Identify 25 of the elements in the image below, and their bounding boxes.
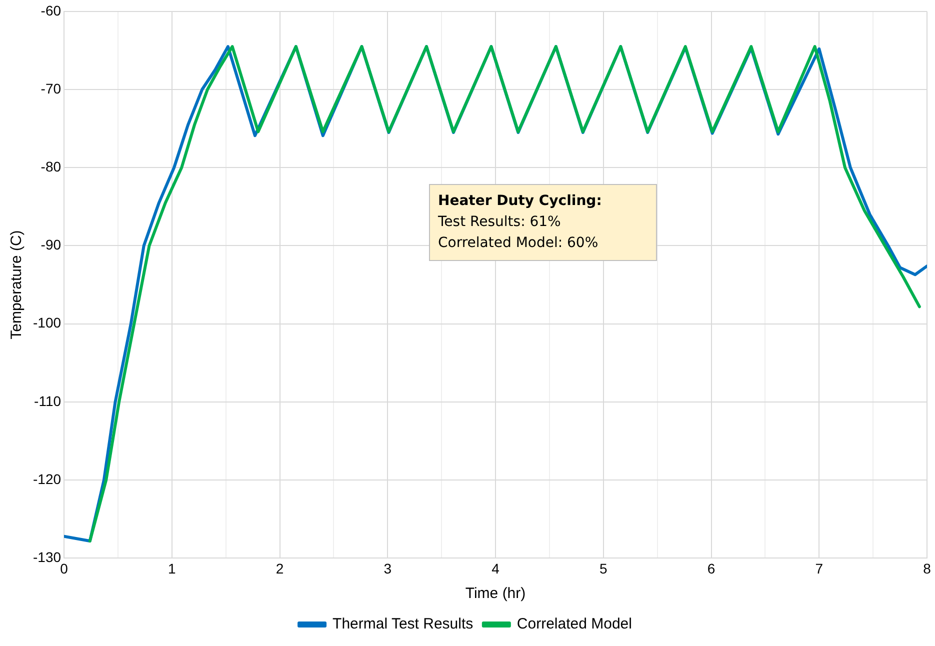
x-tick-label: 6 — [707, 560, 716, 576]
y-tick-label: -60 — [40, 2, 62, 18]
y-tick-label: -70 — [40, 80, 62, 96]
annotation: Test Results: 61% — [438, 213, 562, 232]
y-tick-label: -130 — [32, 549, 62, 566]
y-axis-title: Temperature (C) — [8, 230, 26, 340]
x-tick-label: 0 — [60, 560, 68, 576]
x-axis-title: Time (hr) — [465, 585, 526, 602]
y-tick-label: -100 — [32, 314, 62, 331]
x-tick-label: 4 — [492, 560, 500, 576]
note-box: Heater Duty Cycling: Test Results: 61% Correlated Model: 60% — [429, 184, 657, 261]
annotation: Heater Duty Cycling: — [438, 192, 603, 211]
y-tick-label: -120 — [32, 470, 62, 487]
legend-label: Thermal Test Results — [332, 616, 474, 633]
legend-label: Correlated Model — [516, 616, 632, 633]
annotation: Correlated Model: 60% — [438, 234, 600, 253]
y-tick-label: -80 — [40, 158, 62, 174]
x-tick-label: 2 — [276, 560, 284, 576]
y-tick-label: -110 — [34, 392, 62, 409]
y-tick-label: -90 — [40, 236, 62, 253]
x-tick-label: 8 — [923, 560, 932, 576]
x-tick-label: 7 — [815, 560, 824, 576]
x-tick-label: 5 — [599, 560, 608, 576]
x-tick-label: 1 — [168, 560, 176, 576]
x-tick-label: 3 — [384, 560, 392, 576]
